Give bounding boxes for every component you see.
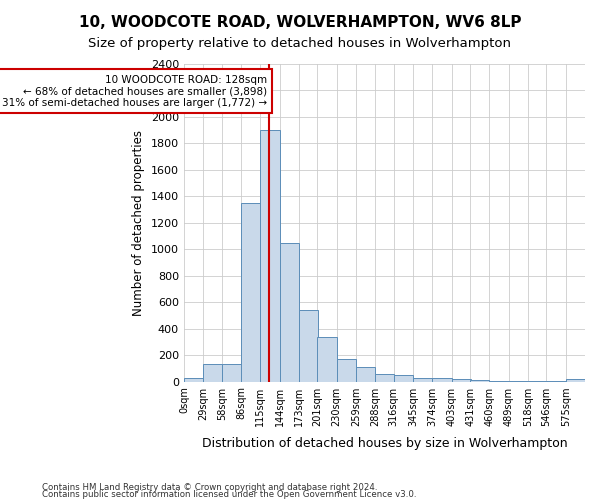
Text: 10, WOODCOTE ROAD, WOLVERHAMPTON, WV6 8LP: 10, WOODCOTE ROAD, WOLVERHAMPTON, WV6 8L… <box>79 15 521 30</box>
Bar <box>470 380 490 382</box>
Bar <box>260 130 280 382</box>
Bar <box>356 367 375 382</box>
Bar <box>432 378 452 382</box>
Bar <box>394 375 413 382</box>
Bar <box>184 378 203 382</box>
Y-axis label: Number of detached properties: Number of detached properties <box>132 130 145 316</box>
Bar <box>375 374 394 382</box>
Bar <box>452 379 471 382</box>
Bar <box>528 381 547 382</box>
Text: 10 WOODCOTE ROAD: 128sqm
← 68% of detached houses are smaller (3,898)
31% of sem: 10 WOODCOTE ROAD: 128sqm ← 68% of detach… <box>2 74 267 108</box>
Bar <box>337 359 356 382</box>
Bar <box>299 310 318 382</box>
Bar <box>280 242 299 382</box>
Bar <box>413 378 432 382</box>
Text: Size of property relative to detached houses in Wolverhampton: Size of property relative to detached ho… <box>89 38 511 51</box>
Bar <box>490 381 509 382</box>
Bar <box>241 203 260 382</box>
Text: Contains HM Land Registry data © Crown copyright and database right 2024.: Contains HM Land Registry data © Crown c… <box>42 484 377 492</box>
Bar <box>566 379 585 382</box>
Bar <box>317 336 337 382</box>
X-axis label: Distribution of detached houses by size in Wolverhampton: Distribution of detached houses by size … <box>202 437 567 450</box>
Bar <box>203 364 223 382</box>
Bar <box>509 381 528 382</box>
Text: Contains public sector information licensed under the Open Government Licence v3: Contains public sector information licen… <box>42 490 416 499</box>
Bar <box>223 364 242 382</box>
